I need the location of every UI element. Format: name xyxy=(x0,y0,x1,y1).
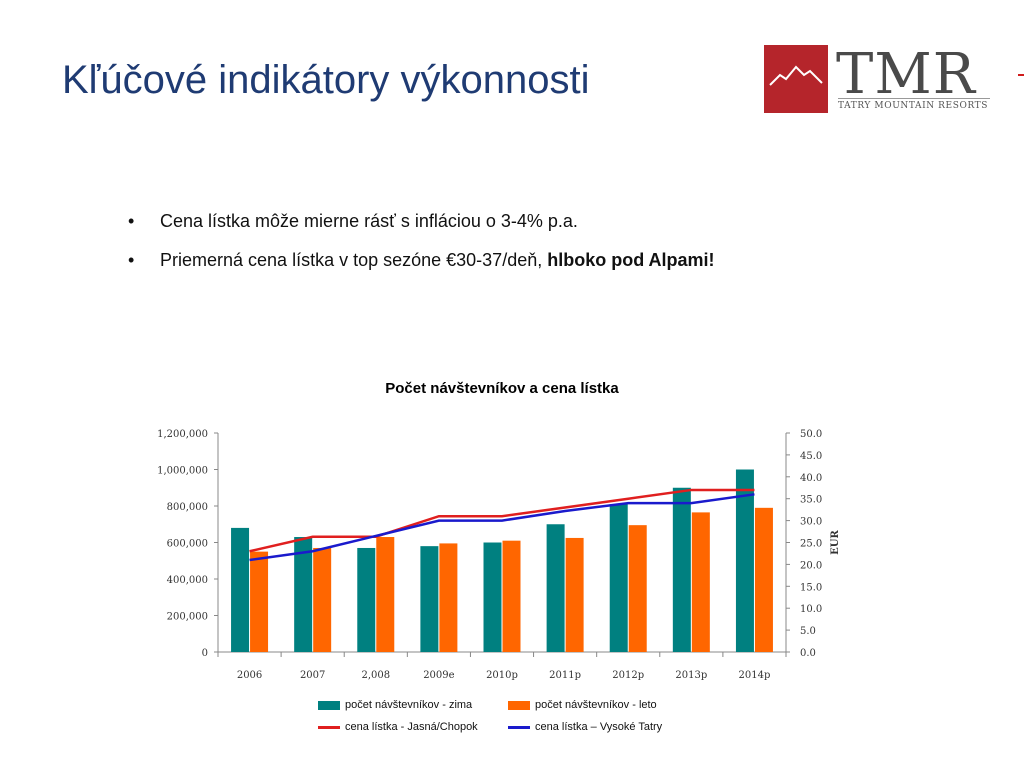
legend-swatch-jasna xyxy=(318,725,340,729)
legend-label: cena lístka - Jasná/Chopok xyxy=(345,721,478,733)
right-tick-label: 20.0 xyxy=(800,560,822,571)
legend-label: cena lístka – Vysoké Tatry xyxy=(535,721,663,733)
left-tick-label: 1,000,000 xyxy=(157,466,208,477)
legend-item-jasna: cena lístka - Jasná/Chopok xyxy=(318,721,478,733)
right-tick-label: 5.0 xyxy=(800,626,816,637)
bullet-list: • Cena lístka môže mierne rásť s infláci… xyxy=(128,208,715,286)
line-jasna-chopok xyxy=(249,488,755,553)
x-tick-label: 2011p xyxy=(549,670,581,681)
bar-summer xyxy=(502,540,521,652)
bullet-text: Cena lístka môže mierne rásť s infláciou… xyxy=(160,211,578,231)
x-tick-label: 2010p xyxy=(486,670,518,681)
logo-subtitle: TATRY MOUNTAIN RESORTS xyxy=(838,101,989,111)
legend-swatch-tatry xyxy=(508,725,530,729)
bar-summer xyxy=(250,551,269,652)
right-tick-label: 50.0 xyxy=(800,429,822,440)
right-tick-label: 45.0 xyxy=(800,451,822,462)
bar-summer xyxy=(628,525,647,652)
right-tick-label: 15.0 xyxy=(800,582,822,593)
x-tick-label: 2,008 xyxy=(361,670,390,681)
legend-item-tatry: cena lístka – Vysoké Tatry xyxy=(508,721,662,733)
bar-winter xyxy=(231,527,250,652)
right-tick-label: 30.0 xyxy=(800,517,822,528)
logo-divider xyxy=(838,98,990,99)
bullet-marker: • xyxy=(128,211,135,231)
right-tick-label: 10.0 xyxy=(800,604,822,615)
bar-winter xyxy=(735,469,754,652)
legend-label: počet návštevníkov - zima xyxy=(345,699,473,711)
right-tick-label: 25.0 xyxy=(800,539,822,550)
x-tick-label: 2007 xyxy=(300,670,325,681)
right-tick-label: 40.0 xyxy=(800,473,822,484)
corner-mark-icon xyxy=(1018,74,1024,76)
mountain-logo-icon xyxy=(764,45,828,113)
bar-winter xyxy=(672,487,691,652)
bar-summer xyxy=(565,537,584,652)
left-tick-label: 400,000 xyxy=(167,575,208,586)
right-axis-title: EUR xyxy=(830,529,841,554)
bar-winter xyxy=(357,547,376,652)
legend-swatch-summer xyxy=(508,700,530,710)
bullet-marker: • xyxy=(128,250,135,270)
left-tick-label: 600,000 xyxy=(167,539,208,550)
legend-item-summer: počet návštevníkov - leto xyxy=(508,699,657,711)
bar-summer xyxy=(754,507,773,652)
left-tick-label: 800,000 xyxy=(167,502,208,513)
line-vysoke-tatry xyxy=(249,493,755,562)
bar-summer xyxy=(376,537,395,652)
x-tick-label: 2006 xyxy=(237,670,262,681)
x-tick-label: 2009e xyxy=(423,670,454,681)
bullet-item: • Priemerná cena lístka v top sezóne €30… xyxy=(128,247,715,273)
bullet-text: Priemerná cena lístka v top sezóne €30-3… xyxy=(160,250,548,270)
bar-winter xyxy=(546,524,565,652)
page-title: Kľúčové indikátory výkonnosti xyxy=(62,58,590,102)
x-tick-label: 2012p xyxy=(612,670,644,681)
bar-winter xyxy=(483,542,502,652)
bar-winter xyxy=(294,537,313,652)
left-tick-label: 200,000 xyxy=(167,612,208,623)
logo-letters: TMR xyxy=(836,42,976,107)
legend-swatch-winter xyxy=(318,700,340,710)
chart-title: Počet návštevníkov a cena lístka xyxy=(385,380,619,397)
right-tick-label: 35.0 xyxy=(800,495,822,506)
right-tick-label: 0.0 xyxy=(800,648,816,659)
bar-summer xyxy=(691,512,710,652)
bar-summer xyxy=(313,547,332,652)
bar-winter xyxy=(420,546,439,652)
bullet-item: • Cena lístka môže mierne rásť s infláci… xyxy=(128,208,715,234)
bullet-bold-text: hlboko pod Alpami! xyxy=(547,250,715,270)
tmr-logo: TMR TATRY MOUNTAIN RESORTS xyxy=(764,45,994,113)
legend-label: počet návštevníkov - leto xyxy=(535,699,657,711)
legend-item-winter: počet návštevníkov - zima xyxy=(318,699,472,711)
bar-summer xyxy=(439,543,458,652)
x-tick-label: 2014p xyxy=(739,670,771,681)
left-tick-label: 1,200,000 xyxy=(157,429,208,440)
left-tick-label: 0 xyxy=(202,648,208,659)
bar-winter xyxy=(609,504,628,652)
x-tick-label: 2013p xyxy=(675,670,707,681)
